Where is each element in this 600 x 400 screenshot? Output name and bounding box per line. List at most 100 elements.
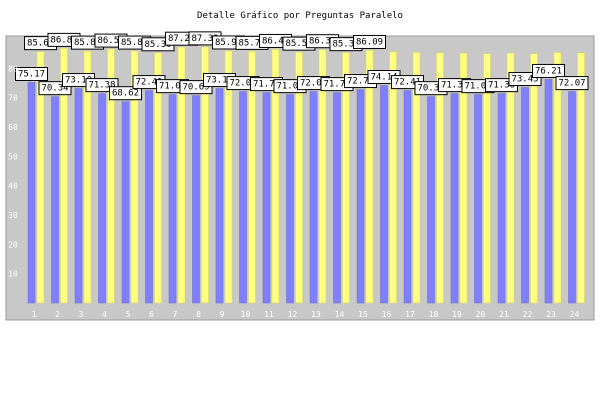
x-tick-label-7: 7 (173, 310, 178, 319)
bar-series-1-cat-8 (192, 95, 200, 304)
data-label-box-series-2-cat-15 (353, 34, 386, 49)
data-label-text-series-1-cat-19: 71.38 (441, 81, 468, 91)
bar-series-1-cat-22 (521, 87, 529, 304)
y-tick-label-2: 20 (8, 240, 18, 249)
bar-series-2-cat-10 (248, 51, 256, 304)
bar-series-2-cat-9 (224, 50, 233, 304)
bar-series-2-cat-19 (459, 53, 468, 304)
bar-series-1-cat-24 (568, 91, 576, 304)
x-tick-label-13: 13 (311, 310, 321, 319)
bar-series-1-cat-21 (497, 93, 506, 304)
x-tick-label-1: 1 (32, 310, 37, 319)
data-label-series-1-cat-1: 75.17 (15, 67, 48, 82)
bar-series-1-cat-23 (544, 79, 553, 304)
data-label-text-series-1-cat-2: 70.34 (41, 84, 68, 94)
data-label-text-series-1-cat-24: 72.07 (558, 79, 585, 89)
bars-layer (27, 46, 585, 304)
data-label-text-series-2-cat-4: 86.56 (97, 36, 124, 46)
bar-series-2-cat-16 (389, 51, 397, 304)
bar-series-2-cat-7 (177, 46, 186, 304)
data-label-box-series-1-cat-24 (555, 76, 589, 91)
data-label-text-series-2-cat-7: 87.21 (168, 34, 195, 44)
data-label-text-series-1-cat-9: 73.10 (206, 76, 233, 86)
x-tick-label-12: 12 (288, 310, 298, 319)
x-tick-label-16: 16 (382, 310, 392, 319)
data-label-text-series-2-cat-14: 85.35 (332, 40, 359, 50)
data-label-text-series-2-cat-8: 87.32 (191, 34, 218, 44)
bar-series-1-cat-5 (121, 101, 130, 304)
data-label-text-series-1-cat-3: 73.10 (65, 76, 92, 86)
x-tick-label-3: 3 (79, 310, 84, 319)
x-tick-label-8: 8 (196, 310, 201, 319)
data-label-text-series-2-cat-12: 85.52 (285, 39, 312, 49)
bar-series-2-cat-15 (365, 50, 374, 304)
bar-series-1-cat-19 (450, 93, 459, 304)
data-label-text-series-1-cat-13: 72.07 (300, 79, 327, 89)
bar-series-2-cat-17 (412, 52, 421, 304)
bar-series-2-cat-6 (154, 52, 162, 304)
x-tick-label-15: 15 (358, 310, 368, 319)
data-label-text-series-1-cat-12: 71.03 (276, 82, 303, 92)
data-label-text-series-1-cat-15: 72.76 (347, 77, 374, 87)
bar-series-2-cat-23 (553, 52, 562, 304)
data-label-text-series-2-cat-2: 86.80 (50, 35, 77, 45)
bar-series-2-cat-3 (83, 50, 92, 304)
bar-series-2-cat-21 (506, 52, 515, 304)
data-label-text-series-2-cat-9: 85.92 (215, 38, 242, 48)
x-tick-label-24: 24 (570, 310, 580, 319)
x-tick-label-4: 4 (102, 310, 107, 319)
data-label-series-1-cat-5: 68.62 (109, 86, 142, 101)
data-label-box-series-1-cat-1 (15, 67, 48, 82)
data-label-text-series-2-cat-13: 86.35 (309, 37, 336, 47)
x-tick-label-22: 22 (523, 310, 533, 319)
y-tick-label-6: 60 (8, 123, 18, 132)
data-label-text-series-2-cat-3: 85.86 (74, 38, 101, 48)
data-label-series-2-cat-15: 86.09 (353, 34, 386, 49)
labels-layer: 75.17 85.69 70.34 86.80 73.10 85.86 71.38 86.56… (15, 31, 589, 101)
data-label-text-series-1-cat-20: 71.03 (464, 82, 491, 92)
bar-series-1-cat-3 (74, 88, 83, 304)
bar-series-1-cat-18 (427, 96, 435, 304)
bar-series-2-cat-14 (342, 52, 350, 304)
x-tick-label-2: 2 (55, 310, 60, 319)
data-label-box-series-1-cat-5 (109, 86, 142, 101)
data-label-text-series-2-cat-6: 85.30 (144, 40, 171, 50)
x-tick-label-10: 10 (241, 310, 251, 319)
data-label-text-series-2-cat-1: 85.69 (27, 39, 54, 49)
data-label-text-series-2-cat-5: 85.88 (121, 38, 148, 48)
bar-series-1-cat-6 (145, 90, 153, 304)
data-label-box-series-1-cat-23 (532, 63, 565, 78)
x-tick-label-18: 18 (429, 310, 439, 319)
data-label-text-series-1-cat-14: 71.72 (323, 80, 350, 90)
bar-series-2-cat-11 (271, 49, 280, 304)
y-tick-label-1: 10 (8, 270, 18, 279)
bar-series-1-cat-1 (27, 82, 36, 304)
data-label-text-series-1-cat-21: 71.38 (488, 81, 515, 91)
x-tick-label-21: 21 (499, 310, 509, 319)
data-label-text-series-1-cat-7: 71.03 (159, 82, 186, 92)
data-label-text-series-1-cat-11: 71.72 (253, 80, 280, 90)
x-tick-label-20: 20 (476, 310, 486, 319)
data-label-text-series-2-cat-10: 85.78 (238, 38, 265, 48)
bar-series-1-cat-7 (168, 94, 177, 304)
bar-series-2-cat-1 (36, 51, 45, 304)
data-label-text-series-1-cat-23: 76.21 (535, 66, 562, 76)
x-tick-label-5: 5 (126, 310, 131, 319)
bar-series-1-cat-12 (286, 94, 294, 304)
bar-series-2-cat-5 (130, 50, 139, 304)
bar-series-1-cat-13 (309, 91, 318, 304)
data-label-text-series-2-cat-11: 86.43 (262, 36, 289, 46)
y-tick-label-7: 70 (8, 94, 18, 103)
data-label-text-series-1-cat-6: 72.41 (135, 78, 162, 88)
chart-title: Detalle Gráfico por Preguntas Paralelo (197, 11, 403, 21)
x-tick-label-9: 9 (220, 310, 225, 319)
data-label-text-series-1-cat-8: 70.69 (182, 83, 209, 93)
bar-series-2-cat-13 (318, 49, 327, 304)
x-tick-label-17: 17 (405, 310, 415, 319)
bar-series-1-cat-9 (215, 88, 224, 304)
data-label-text-series-1-cat-5: 68.62 (112, 89, 139, 99)
x-tick-label-6: 6 (149, 310, 154, 319)
bar-series-2-cat-2 (60, 48, 68, 304)
